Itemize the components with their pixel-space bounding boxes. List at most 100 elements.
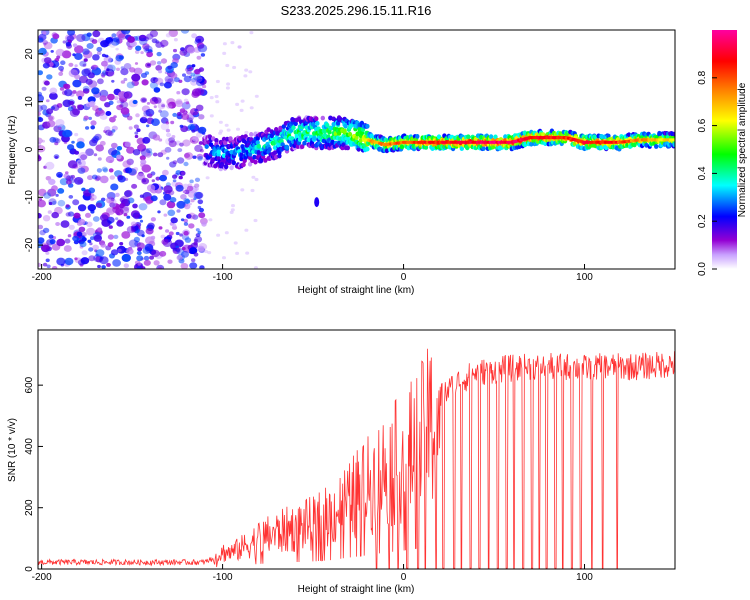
noise-speck	[156, 61, 162, 65]
ridge-cell	[415, 134, 420, 139]
noise-speck	[100, 40, 109, 48]
noise-speck	[139, 219, 144, 223]
noise-speck	[197, 156, 203, 161]
noise-speck	[182, 190, 186, 194]
noise-speck	[128, 239, 139, 248]
ridge-cell	[338, 136, 343, 142]
noise-speck	[146, 184, 156, 192]
noise-speck	[188, 66, 193, 71]
noise-speck	[56, 257, 66, 266]
noise-speck	[57, 188, 65, 194]
noise-speck	[225, 63, 230, 68]
noise-speck	[183, 222, 189, 226]
noise-speck	[119, 197, 126, 203]
ridge-cell	[239, 152, 244, 158]
noise-speck	[48, 201, 53, 206]
noise-speck	[78, 152, 88, 160]
noise-speck	[176, 254, 184, 261]
ridge-cell	[354, 135, 359, 141]
noise-speck	[92, 105, 99, 112]
noise-speck	[106, 68, 110, 72]
ridge-cell	[291, 125, 296, 131]
noise-speck	[113, 234, 119, 239]
noise-speck	[38, 137, 43, 144]
noise-speck	[74, 45, 84, 54]
noise-speck	[186, 185, 194, 192]
noise-speck	[82, 88, 90, 94]
noise-speck	[69, 108, 80, 117]
x-tick-label: 0	[401, 572, 407, 583]
noise-speck	[58, 71, 64, 76]
noise-speck	[142, 115, 147, 119]
noise-speck	[222, 51, 227, 56]
noise-speck	[175, 100, 183, 108]
ridge-cell	[342, 128, 347, 134]
noise-speck	[143, 255, 150, 261]
noise-speck	[63, 245, 72, 252]
noise-speck	[102, 168, 108, 173]
noise-speck	[159, 199, 167, 206]
noise-speck	[150, 77, 158, 84]
noise-speck	[181, 113, 190, 120]
noise-speck	[149, 255, 155, 260]
noise-speck	[155, 65, 163, 71]
noise-speck	[68, 195, 74, 199]
noise-speck	[126, 81, 135, 89]
ridge-cell	[331, 121, 336, 127]
noise-speck	[74, 150, 80, 155]
noise-speck	[86, 227, 96, 236]
noise-speck	[124, 141, 132, 147]
noise-speck	[128, 126, 133, 130]
y-tick-label: 20	[24, 48, 35, 60]
noise-speck	[225, 86, 230, 90]
noise-speck	[121, 231, 131, 239]
noise-speck	[76, 90, 85, 98]
noise-speck	[127, 197, 135, 204]
noise-speck	[140, 51, 144, 55]
noise-speck	[254, 177, 259, 182]
noise-speck	[99, 113, 108, 120]
noise-speck	[87, 175, 93, 181]
noise-speck	[168, 231, 174, 236]
noise-speck	[224, 231, 229, 235]
noise-speck	[80, 165, 89, 173]
noise-speck	[131, 73, 141, 82]
ridge-cell	[204, 144, 209, 150]
noise-speck	[97, 264, 101, 269]
noise-speck	[38, 145, 46, 153]
noise-speck	[196, 132, 203, 138]
noise-speck	[139, 116, 148, 124]
ridge-cell	[263, 158, 268, 163]
noise-speck	[124, 190, 132, 197]
noise-speck	[233, 241, 238, 245]
noise-speck	[134, 49, 140, 54]
noise-speck	[115, 217, 119, 221]
noise-speck	[111, 142, 118, 149]
snr-panel: -200 -100 0 100 0 200 400 600 Height of straig…	[7, 329, 676, 595]
ridge-cell	[672, 131, 675, 137]
noise-speck	[121, 253, 131, 262]
noise-speck	[142, 136, 151, 144]
noise-speck	[208, 218, 213, 222]
noise-speck	[159, 110, 169, 118]
noise-speck	[117, 248, 122, 253]
noise-speck	[168, 140, 177, 148]
noise-speck	[38, 224, 44, 230]
ridge-cell	[249, 132, 254, 137]
noise-speck	[224, 123, 229, 127]
noise-speck	[99, 175, 109, 184]
noise-speck	[253, 218, 258, 223]
noise-speck	[146, 200, 152, 205]
noise-speck	[38, 197, 43, 201]
noise-speck	[132, 149, 141, 156]
noise-speck	[197, 205, 202, 210]
noise-speck	[65, 204, 70, 208]
snr-x-ticks: -200 -100 0 100	[32, 564, 593, 583]
noise-speck	[176, 91, 181, 95]
colorbar-tick-label: 0.2	[697, 214, 708, 228]
noise-speck	[46, 74, 53, 80]
noise-speck	[52, 33, 60, 40]
noise-speck	[92, 30, 101, 38]
noise-speck	[45, 258, 50, 263]
